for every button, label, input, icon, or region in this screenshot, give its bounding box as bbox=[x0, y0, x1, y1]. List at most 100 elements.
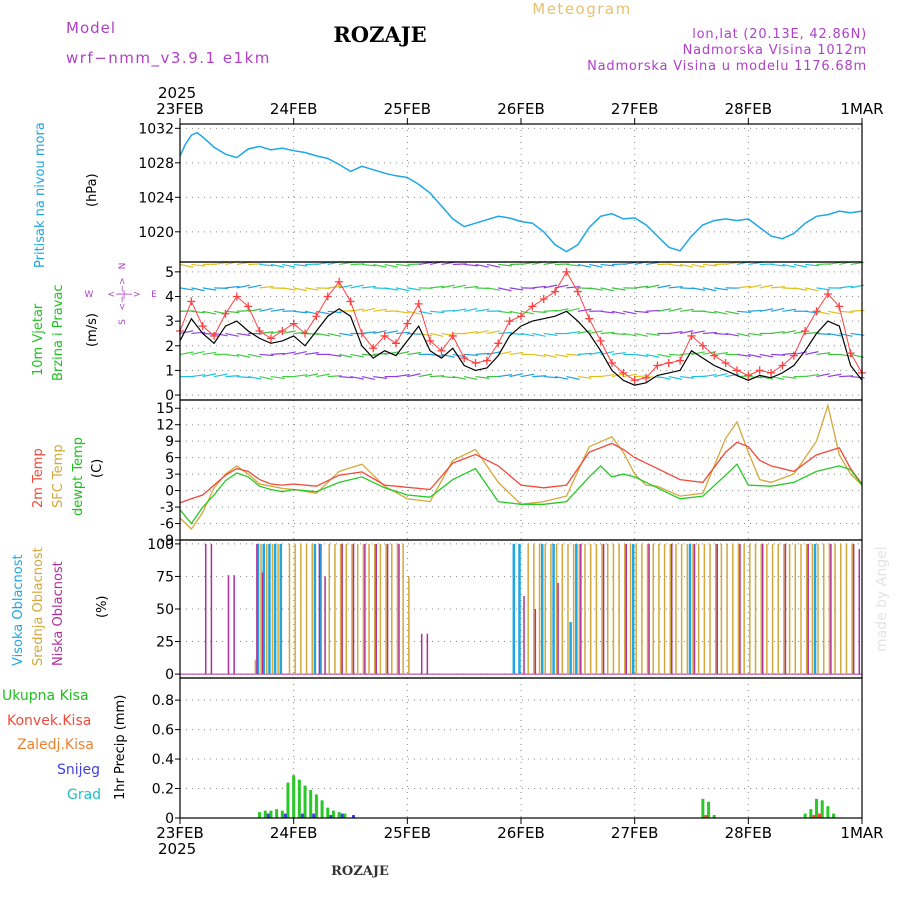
wind-barb bbox=[475, 375, 490, 379]
gust-marker bbox=[573, 287, 582, 296]
wind-barb bbox=[225, 353, 240, 357]
wind-barb bbox=[839, 310, 854, 313]
y-tick-label: 0 bbox=[165, 484, 174, 500]
wind-barb bbox=[259, 376, 273, 381]
precip-legend-conv: Konvek.Kisa bbox=[7, 713, 91, 729]
wind-barb bbox=[532, 353, 547, 357]
gust-marker bbox=[744, 371, 753, 380]
y-tick-label: 100 bbox=[147, 537, 174, 553]
wind-barb bbox=[304, 287, 319, 291]
wind-barb bbox=[611, 287, 626, 291]
wind-barb bbox=[213, 332, 228, 337]
wind-barb bbox=[430, 375, 445, 378]
wind-barb bbox=[532, 332, 546, 337]
wind-barb bbox=[395, 263, 410, 267]
wind-barb bbox=[498, 287, 512, 292]
wind-barb bbox=[509, 373, 523, 378]
wind-barb bbox=[543, 261, 558, 266]
wind-barb bbox=[589, 287, 603, 291]
wind-barb bbox=[657, 376, 671, 380]
wind-barb bbox=[498, 331, 513, 335]
wind-barb bbox=[191, 287, 205, 292]
wind-barb bbox=[827, 310, 842, 315]
wind-barb bbox=[236, 353, 251, 358]
wind-barb bbox=[680, 330, 694, 335]
wind-barb bbox=[464, 263, 479, 267]
y-tick-label: 12 bbox=[156, 418, 174, 434]
wind-barb bbox=[464, 307, 478, 312]
wind-barb bbox=[611, 310, 626, 315]
wind-barb bbox=[179, 263, 194, 268]
gust-marker bbox=[346, 297, 355, 306]
gust-marker bbox=[289, 319, 298, 328]
wind-barb bbox=[736, 285, 751, 289]
precip-bar bbox=[712, 815, 716, 818]
wind-barb bbox=[293, 310, 308, 314]
y-tick-label: 1028 bbox=[138, 156, 174, 172]
compass-rose-icon: N <−|−> S W <−|−> E bbox=[85, 263, 158, 325]
year-top: 2025 bbox=[158, 84, 196, 102]
wind-barb bbox=[270, 263, 285, 268]
gust-marker bbox=[755, 366, 764, 375]
wind-barb bbox=[384, 330, 399, 335]
gust-marker bbox=[482, 356, 491, 365]
wind-barb bbox=[225, 310, 240, 314]
wind-barb bbox=[668, 263, 683, 267]
wind-barb bbox=[225, 285, 240, 289]
wind-barb bbox=[770, 330, 785, 335]
y-tick-label: 25 bbox=[156, 635, 174, 651]
wind-barb bbox=[384, 263, 398, 268]
wind-barb bbox=[554, 353, 569, 358]
date-label-top: 26FEB bbox=[497, 100, 544, 118]
model-label: Model bbox=[66, 19, 116, 37]
wind-barb bbox=[543, 353, 558, 358]
wind-barb bbox=[611, 351, 626, 356]
wind-barb bbox=[475, 263, 489, 268]
precip-bar bbox=[832, 813, 836, 818]
cloud-label-1: Visoka Oblacnost bbox=[11, 554, 26, 666]
gust-marker bbox=[187, 297, 196, 306]
altitude: Nadmorska Visina 1012m bbox=[683, 43, 867, 58]
cloud-unit: (%) bbox=[95, 596, 110, 619]
wind-barb bbox=[782, 330, 796, 335]
wind-barb bbox=[395, 350, 410, 355]
date-label-bottom: 25FEB bbox=[384, 824, 431, 842]
gust-marker bbox=[335, 277, 344, 286]
wind-barb bbox=[191, 350, 205, 355]
wind-barb bbox=[350, 308, 365, 312]
wind-barb bbox=[771, 353, 786, 356]
wind-barb bbox=[736, 332, 751, 337]
dewpt-line bbox=[179, 463, 863, 525]
wind-barb bbox=[191, 331, 206, 335]
y-tick-label: 3 bbox=[165, 467, 174, 483]
wind-barb bbox=[407, 373, 421, 378]
precip-bar bbox=[297, 779, 301, 818]
precip-bar bbox=[275, 809, 279, 818]
wind-barb bbox=[350, 353, 364, 358]
wind-barb bbox=[805, 263, 820, 267]
wind-barb bbox=[714, 352, 728, 356]
wind-barb bbox=[304, 373, 319, 378]
wind-barb bbox=[827, 332, 842, 337]
precip-bar bbox=[337, 812, 341, 818]
wind-barb bbox=[350, 375, 364, 380]
y-tick-label: 0.6 bbox=[152, 723, 174, 739]
wind-barb bbox=[532, 285, 547, 289]
y-tick-label: 0.2 bbox=[152, 782, 174, 798]
wind-barb bbox=[430, 310, 444, 314]
wind-barb bbox=[452, 376, 467, 380]
panel-frame bbox=[179, 123, 863, 263]
wind-barb bbox=[600, 373, 615, 378]
gust-marker bbox=[380, 331, 389, 340]
wind-barb bbox=[691, 287, 706, 291]
gust-marker bbox=[232, 292, 241, 301]
wind-barb bbox=[589, 351, 603, 356]
wind-barb bbox=[736, 353, 751, 357]
compass-w: W bbox=[85, 290, 94, 300]
wind-barb bbox=[475, 330, 489, 335]
wind-barb bbox=[395, 287, 410, 292]
wind-barb bbox=[293, 374, 308, 378]
wind-barb bbox=[668, 307, 683, 312]
wind-barb bbox=[339, 375, 354, 379]
